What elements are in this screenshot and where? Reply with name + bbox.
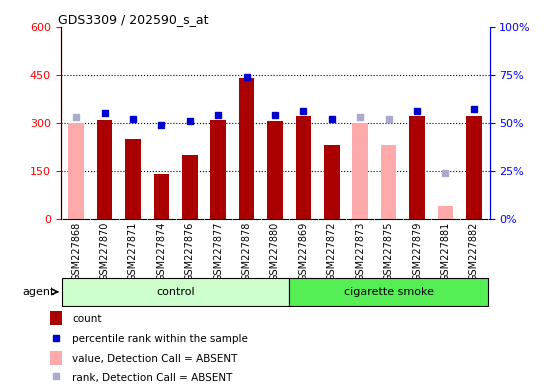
- Bar: [267, 121, 283, 219]
- Text: GSM227868: GSM227868: [71, 222, 81, 281]
- Text: GSM227880: GSM227880: [270, 222, 280, 281]
- Bar: [381, 145, 397, 219]
- Text: GSM227878: GSM227878: [241, 222, 251, 281]
- Text: GDS3309 / 202590_s_at: GDS3309 / 202590_s_at: [58, 13, 209, 26]
- Text: agent: agent: [23, 287, 55, 297]
- Bar: [50, 311, 62, 325]
- Bar: [68, 123, 84, 219]
- Bar: [153, 174, 169, 219]
- Text: rank, Detection Call = ABSENT: rank, Detection Call = ABSENT: [72, 373, 233, 383]
- Bar: [295, 116, 311, 219]
- Text: GSM227877: GSM227877: [213, 222, 223, 281]
- Text: GSM227870: GSM227870: [100, 222, 109, 281]
- Bar: [210, 120, 226, 219]
- Text: percentile rank within the sample: percentile rank within the sample: [72, 334, 248, 344]
- Text: GSM227881: GSM227881: [441, 222, 450, 281]
- Text: GSM227871: GSM227871: [128, 222, 138, 281]
- Text: GSM227869: GSM227869: [299, 222, 309, 281]
- Bar: [62, 278, 289, 306]
- Text: GSM227874: GSM227874: [156, 222, 166, 281]
- Text: count: count: [72, 314, 102, 324]
- Bar: [466, 116, 482, 219]
- Text: GSM227879: GSM227879: [412, 222, 422, 281]
- Text: GSM227872: GSM227872: [327, 222, 337, 281]
- Bar: [125, 139, 141, 219]
- Bar: [97, 120, 112, 219]
- Text: value, Detection Call = ABSENT: value, Detection Call = ABSENT: [72, 354, 238, 364]
- Bar: [324, 145, 340, 219]
- Text: GSM227882: GSM227882: [469, 222, 479, 281]
- Text: cigarette smoke: cigarette smoke: [344, 287, 433, 297]
- Bar: [438, 206, 453, 219]
- Bar: [353, 123, 368, 219]
- Bar: [239, 78, 255, 219]
- Text: control: control: [156, 287, 195, 297]
- Text: GSM227875: GSM227875: [384, 222, 394, 281]
- Bar: [289, 278, 488, 306]
- Text: GSM227876: GSM227876: [185, 222, 195, 281]
- Bar: [409, 116, 425, 219]
- Bar: [50, 351, 62, 365]
- Text: GSM227873: GSM227873: [355, 222, 365, 281]
- Bar: [182, 155, 197, 219]
